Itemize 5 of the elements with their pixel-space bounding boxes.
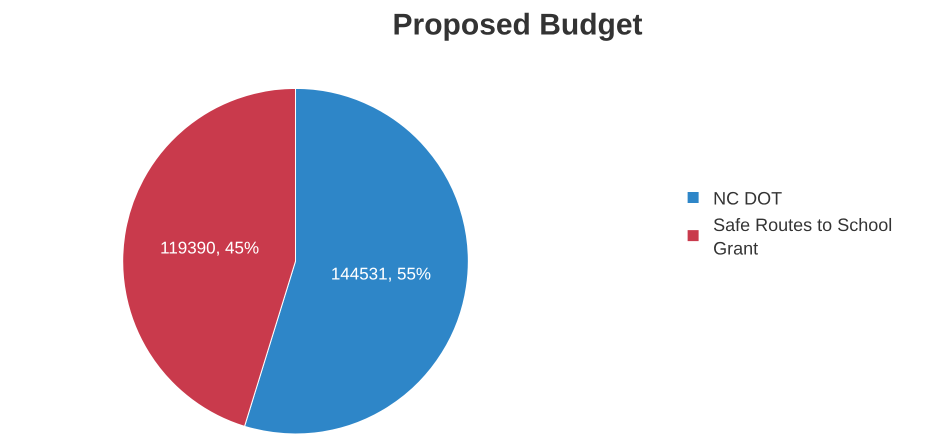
- data-label: 119390, 45%: [160, 238, 260, 258]
- data-label: 144531, 55%: [330, 264, 432, 284]
- chart-title: Proposed Budget: [392, 8, 643, 42]
- legend-label: Safe Routes to School Grant: [713, 214, 892, 258]
- legend-label: NC DOT: [713, 188, 782, 209]
